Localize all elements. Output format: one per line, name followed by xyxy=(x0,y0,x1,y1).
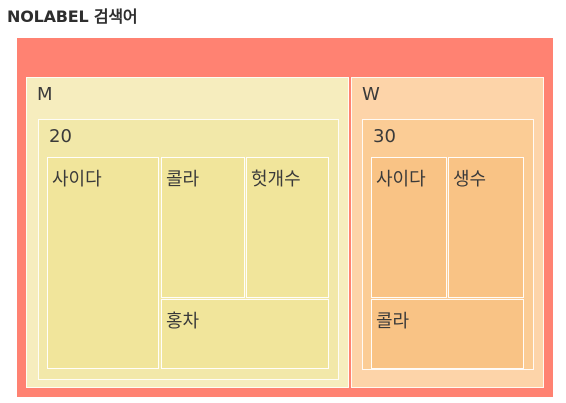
treemap-cell-w-30-water[interactable]: 생수 xyxy=(448,157,524,298)
treemap-subgroup-m-20[interactable]: 20 사이다 콜라 헛개수 홍차 xyxy=(38,119,339,380)
cell-label: 콜라 xyxy=(166,169,200,190)
treemap-cell-m-20-cola[interactable]: 콜라 xyxy=(161,157,245,298)
treemap-cell-m-20-black-tea[interactable]: 홍차 xyxy=(161,299,329,369)
treemap-subgroup-w-30[interactable]: 30 사이다 생수 콜라 xyxy=(362,119,534,370)
treemap-root: M 20 사이다 콜라 헛개수 홍차 W 30 사이다 생수 xyxy=(17,38,553,397)
chart-title: NOLABEL 검색어 xyxy=(7,7,138,26)
cell-label: 사이다 xyxy=(52,169,102,190)
cell-label: 사이다 xyxy=(376,169,426,190)
cell-label: 홍차 xyxy=(166,311,200,332)
treemap-cell-m-20-cider[interactable]: 사이다 xyxy=(47,157,159,369)
treemap-cell-w-30-cider[interactable]: 사이다 xyxy=(371,157,447,298)
treemap-group-w[interactable]: W 30 사이다 생수 콜라 xyxy=(351,77,544,388)
subgroup-label-30: 30 xyxy=(373,126,396,147)
group-label-m: M xyxy=(37,84,53,105)
cell-label: 생수 xyxy=(453,169,487,190)
treemap-cell-w-30-cola[interactable]: 콜라 xyxy=(371,299,524,369)
treemap-group-m[interactable]: M 20 사이다 콜라 헛개수 홍차 xyxy=(26,77,349,388)
cell-label: 콜라 xyxy=(376,311,410,332)
cell-label: 헛개수 xyxy=(251,169,301,190)
subgroup-label-20: 20 xyxy=(49,126,72,147)
treemap-cell-m-20-hutgaesu[interactable]: 헛개수 xyxy=(246,157,329,298)
group-label-w: W xyxy=(362,84,380,105)
